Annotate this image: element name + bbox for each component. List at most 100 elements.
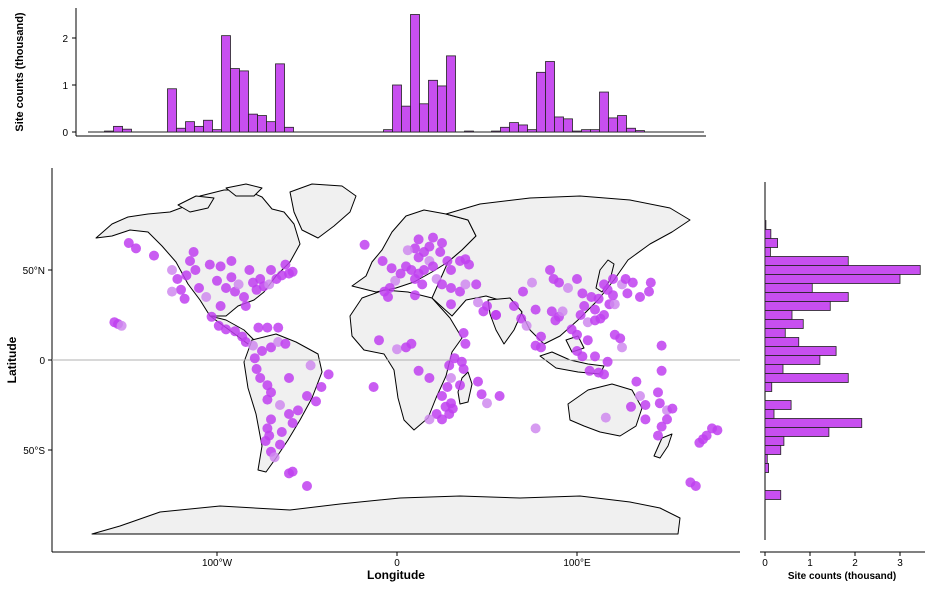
site-point [239, 292, 249, 302]
site-point [572, 346, 582, 356]
top-hist-bar [554, 116, 564, 133]
site-point [577, 288, 588, 299]
top-hist-bar [257, 115, 267, 133]
site-point [473, 376, 483, 387]
arctic-islands [177, 183, 263, 213]
site-point [276, 427, 287, 437]
site-point [617, 342, 627, 353]
site-point [359, 239, 370, 250]
site-point [390, 275, 401, 286]
site-point [460, 338, 471, 349]
site-point [233, 279, 244, 290]
site-point [386, 263, 397, 274]
australia [567, 383, 643, 437]
right-hist-xtick-label: 0 [762, 558, 768, 569]
right-hist-bar [764, 229, 772, 239]
site-point [190, 265, 201, 275]
site-point [491, 310, 501, 320]
site-point [455, 286, 465, 297]
site-point [563, 283, 573, 293]
top-hist-yticks: 0 1 2 [62, 34, 76, 139]
new-zealand [653, 433, 673, 459]
site-point [280, 338, 291, 349]
site-point [527, 277, 537, 288]
site-point [123, 238, 134, 248]
site-point [455, 380, 465, 391]
site-point [204, 259, 215, 270]
site-point [622, 288, 633, 299]
site-point [302, 481, 312, 491]
site-point [248, 340, 258, 351]
site-point [582, 335, 593, 346]
top-hist-bar [383, 129, 393, 133]
site-points [109, 232, 723, 491]
site-point [172, 274, 183, 284]
site-point [226, 256, 237, 266]
site-point [185, 256, 195, 266]
site-point [575, 310, 586, 320]
site-point [302, 391, 312, 401]
site-point [509, 301, 519, 311]
top-hist-bar [509, 122, 519, 133]
right-hist-bar [764, 301, 831, 311]
top-hist-ylabel: Site counts (thousand) [14, 12, 26, 132]
top-hist-ytick-label: 2 [62, 34, 68, 45]
site-point [402, 245, 413, 256]
site-point [167, 286, 177, 297]
top-hist-bar [428, 79, 438, 133]
site-point [149, 250, 159, 261]
site-point [226, 272, 237, 283]
site-point [275, 400, 285, 410]
top-hist-bar [518, 124, 528, 133]
land-masses [91, 183, 691, 535]
right-hist-bars [764, 220, 921, 500]
site-point [640, 414, 651, 425]
site-point [435, 247, 446, 257]
top-hist-bar [185, 121, 195, 133]
right-hist-bar [764, 256, 849, 266]
right-hist-bar [764, 454, 768, 464]
top-hist-bar [266, 121, 276, 133]
top-hist-bar [437, 85, 447, 133]
top-hist-bar [635, 130, 645, 133]
right-hist-bar [764, 373, 849, 383]
site-point [476, 389, 487, 400]
site-point [284, 373, 294, 383]
site-point [188, 247, 199, 257]
greenland [289, 183, 357, 239]
site-point [395, 268, 406, 279]
right-hist-bar [764, 364, 784, 374]
site-point [413, 234, 424, 245]
top-hist-bars [88, 14, 704, 133]
site-point [287, 418, 298, 428]
top-hist-bar [230, 68, 240, 133]
site-point [262, 322, 273, 333]
site-point [221, 324, 231, 335]
asia [431, 195, 691, 345]
top-hist-bar [275, 63, 285, 133]
site-point [602, 356, 613, 367]
right-hist-bar [764, 328, 786, 338]
right-hist-xtick-label: 2 [852, 558, 858, 569]
right-hist-bar [764, 274, 901, 284]
site-point [437, 391, 447, 401]
site-point [656, 365, 667, 376]
site-point [374, 335, 384, 346]
right-hist-bar [764, 247, 771, 257]
site-point [626, 401, 636, 412]
top-hist-bar [563, 118, 573, 133]
site-point [251, 364, 262, 374]
site-point [698, 434, 708, 445]
site-point [586, 292, 597, 302]
site-point [240, 301, 251, 311]
site-point [690, 481, 701, 491]
right-hist-bar [764, 283, 813, 293]
site-point [176, 284, 186, 295]
top-hist-bar [572, 130, 582, 133]
site-point [609, 299, 620, 310]
site-point [410, 290, 420, 301]
site-point [287, 466, 298, 477]
top-hist-bar [104, 130, 114, 133]
right-hist-xtick-label: 1 [807, 558, 813, 569]
site-point [212, 275, 222, 286]
